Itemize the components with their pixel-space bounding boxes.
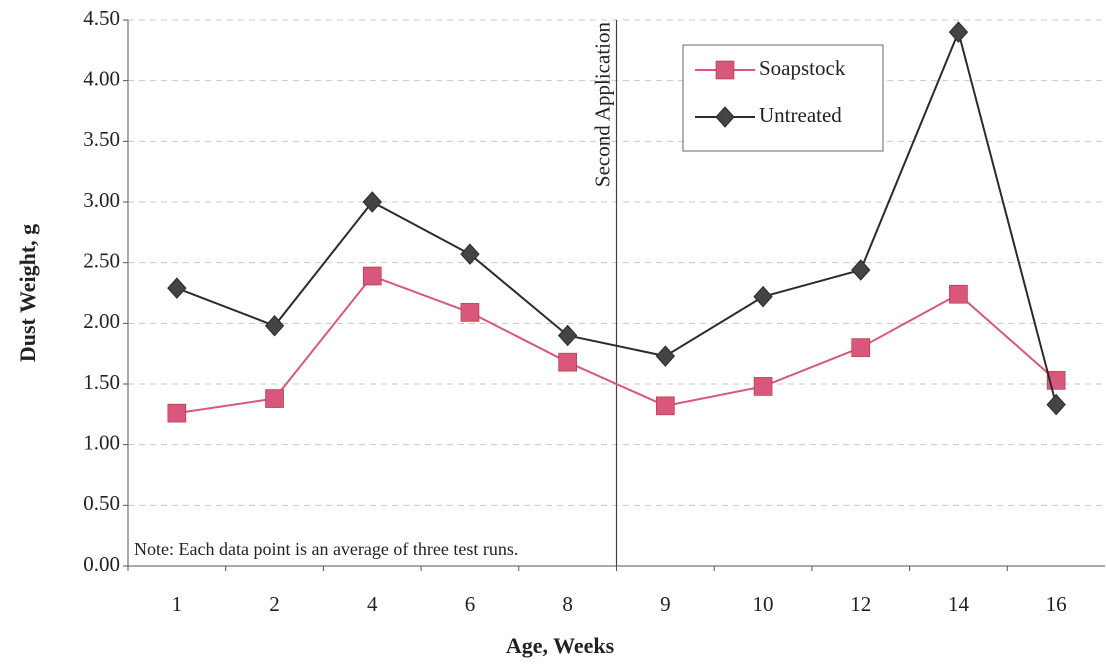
y-tick-label: 4.50: [83, 6, 120, 30]
data-point: [851, 259, 871, 281]
y-axis-title: Dust Weight, g: [15, 224, 40, 362]
data-point: [949, 284, 968, 304]
legend-label: Untreated: [759, 103, 842, 127]
data-point: [655, 345, 676, 367]
x-tick-label: 9: [660, 592, 671, 616]
data-point: [851, 338, 871, 357]
y-tick-label: 2.00: [83, 309, 120, 333]
data-point: [265, 389, 284, 408]
x-axis-title: Age, Weeks: [506, 633, 615, 658]
y-tick-label: 3.50: [83, 127, 120, 151]
y-tick-label: 3.00: [83, 188, 120, 212]
data-point: [167, 403, 187, 423]
y-tick-label: 0.50: [83, 491, 120, 515]
x-tick-label: 14: [948, 592, 970, 616]
legend-label: Soapstock: [759, 56, 846, 80]
x-tick-label: 4: [367, 592, 378, 616]
y-tick-label: 4.00: [83, 66, 120, 90]
data-point: [1046, 393, 1066, 416]
data-point: [656, 396, 675, 416]
y-tick-label: 1.00: [83, 430, 120, 454]
data-point: [460, 303, 480, 322]
x-tick-label: 1: [172, 592, 183, 616]
data-point: [948, 21, 969, 43]
data-point: [460, 243, 480, 265]
x-tick-label: 16: [1046, 592, 1067, 616]
data-point: [167, 277, 187, 299]
y-tick-label: 0.00: [83, 552, 120, 576]
x-tick-label: 6: [465, 592, 476, 616]
x-tick-label: 8: [562, 592, 573, 616]
annotation-label: Second Application: [590, 22, 614, 188]
data-point: [753, 377, 773, 396]
x-tick-label: 10: [753, 592, 774, 616]
data-point: [753, 285, 773, 308]
data-point: [264, 315, 285, 337]
legend-marker: [715, 60, 735, 80]
y-tick-label: 2.50: [83, 248, 120, 272]
y-tick-label: 1.50: [83, 370, 120, 394]
legend-marker: [715, 106, 735, 128]
series-line: [176, 274, 1057, 415]
series-line: [176, 28, 1058, 405]
x-tick-label: 2: [269, 592, 280, 616]
x-tick-label: 12: [850, 592, 871, 616]
data-point: [557, 324, 578, 347]
data-point: [558, 352, 577, 372]
data-point: [362, 191, 382, 213]
note: Note: Each data point is an average of t…: [134, 539, 518, 559]
data-point: [362, 266, 382, 286]
